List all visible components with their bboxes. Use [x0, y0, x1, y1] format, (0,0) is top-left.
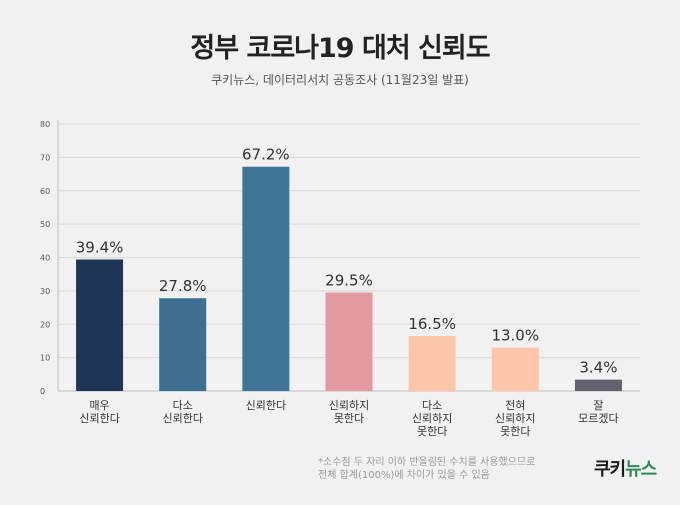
y-tick-label: 20: [40, 320, 50, 329]
data-label: 13.0%: [491, 327, 539, 345]
x-tick-label: 매우: [89, 399, 109, 412]
data-label: 39.4%: [76, 239, 124, 257]
footnote-line-2: 전체 합계(100%)에 차이가 있을 수 있음: [318, 470, 490, 481]
y-tick-label: 0: [40, 387, 45, 396]
y-tick-label: 60: [40, 187, 50, 196]
y-tick-label: 40: [40, 254, 50, 263]
brand-logo: 쿠키뉴스: [594, 455, 657, 481]
x-tick-label: 모르겠다: [578, 412, 618, 425]
x-tick-label: 다소: [173, 399, 193, 412]
y-tick-label: 10: [40, 354, 50, 363]
x-tick-label: 신뢰하지: [412, 411, 452, 425]
footnote-line-1: *소수점 두 자리 이하 반올림된 수치를 사용했으므로: [318, 457, 536, 468]
brand-logo-part-2: 뉴스: [625, 459, 657, 480]
data-label: 29.5%: [325, 272, 373, 290]
data-label: 27.8%: [159, 277, 207, 295]
footnote: *소수점 두 자리 이하 반올림된 수치를 사용했으므로 전체 합계(100%)…: [318, 456, 588, 482]
x-tick-label: 다소: [422, 399, 442, 412]
bar: [159, 298, 207, 391]
data-label: 16.5%: [408, 315, 456, 333]
x-tick-label: 못한다: [500, 425, 530, 438]
y-tick-label: 70: [40, 153, 50, 162]
x-tick-label: 못한다: [417, 425, 447, 438]
y-tick-label: 30: [40, 287, 50, 296]
x-tick-label: 신뢰한다: [79, 412, 119, 425]
bar: [325, 292, 373, 391]
x-tick-label: 전혀: [505, 399, 525, 412]
data-label: 67.2%: [242, 146, 290, 164]
data-label: 3.4%: [579, 359, 617, 377]
x-tick-label: 신뢰한다: [162, 412, 202, 425]
bar: [408, 335, 456, 391]
x-tick-label: 신뢰한다: [246, 399, 286, 412]
y-tick-label: 80: [40, 120, 50, 129]
x-tick-label: 신뢰하지: [495, 411, 535, 425]
x-tick-label: 신뢰하지: [329, 398, 369, 412]
brand-logo-part-1: 쿠키: [594, 459, 626, 480]
x-tick-label: 잘: [593, 399, 603, 412]
chart-title: 정부 코로나19 대처 신뢰도: [190, 33, 490, 64]
bar: [76, 259, 124, 391]
x-tick-label: 못한다: [334, 412, 364, 425]
bar: [242, 166, 290, 391]
y-tick-label: 50: [40, 220, 50, 229]
bar: [491, 347, 539, 391]
bar: [574, 379, 622, 391]
chart-subtitle: 쿠키뉴스, 데이터리서치 공동조사 (11월23일 발표): [211, 73, 469, 87]
